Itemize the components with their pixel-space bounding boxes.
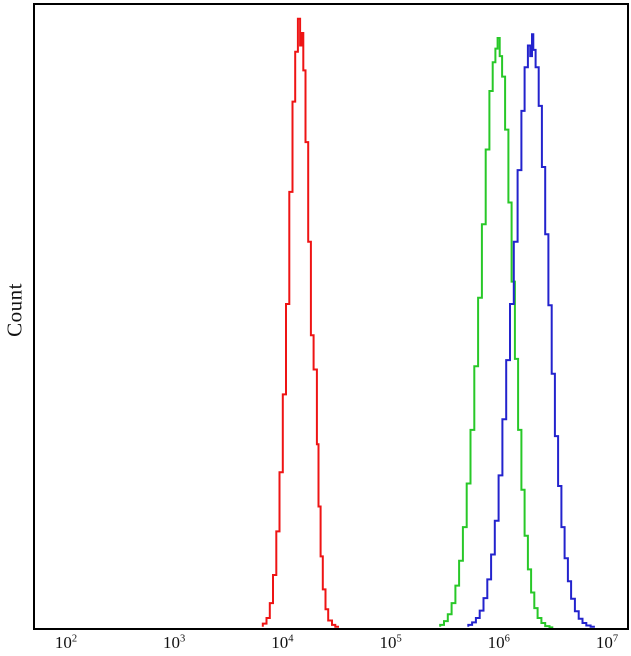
x-tick-mantissa: 10 bbox=[487, 633, 505, 652]
x-axis-tick-labels: 102 103 104 105 106 107 bbox=[0, 633, 631, 656]
plot-area bbox=[33, 3, 629, 630]
x-tick-exponent: 3 bbox=[180, 633, 186, 645]
x-tick-exponent: 4 bbox=[288, 633, 294, 645]
x-tick-mantissa: 10 bbox=[595, 633, 613, 652]
x-tick-label-10e4: 104 bbox=[271, 633, 293, 653]
y-axis-label: Count bbox=[2, 283, 27, 337]
histogram-curve-blue-peak bbox=[467, 33, 595, 628]
x-tick-exponent: 2 bbox=[71, 633, 78, 645]
x-tick-label-10e3: 103 bbox=[163, 633, 185, 653]
x-tick-exponent: 5 bbox=[396, 633, 402, 645]
x-tick-label-10e5: 105 bbox=[379, 633, 401, 653]
x-tick-label-10e7: 107 bbox=[596, 633, 618, 653]
histogram-curve-green-peak bbox=[439, 37, 554, 628]
x-tick-mantissa: 10 bbox=[54, 633, 72, 652]
x-tick-exponent: 7 bbox=[612, 633, 619, 645]
x-tick-label-10e6: 106 bbox=[488, 633, 510, 653]
x-tick-exponent: 6 bbox=[504, 633, 510, 645]
x-tick-label-10e2: 102 bbox=[55, 633, 77, 653]
histogram-curve-red-peak bbox=[261, 17, 339, 628]
histogram-curves-canvas bbox=[261, 17, 595, 628]
x-tick-mantissa: 10 bbox=[163, 633, 181, 652]
x-tick-mantissa: 10 bbox=[379, 633, 397, 652]
x-tick-mantissa: 10 bbox=[271, 633, 289, 652]
